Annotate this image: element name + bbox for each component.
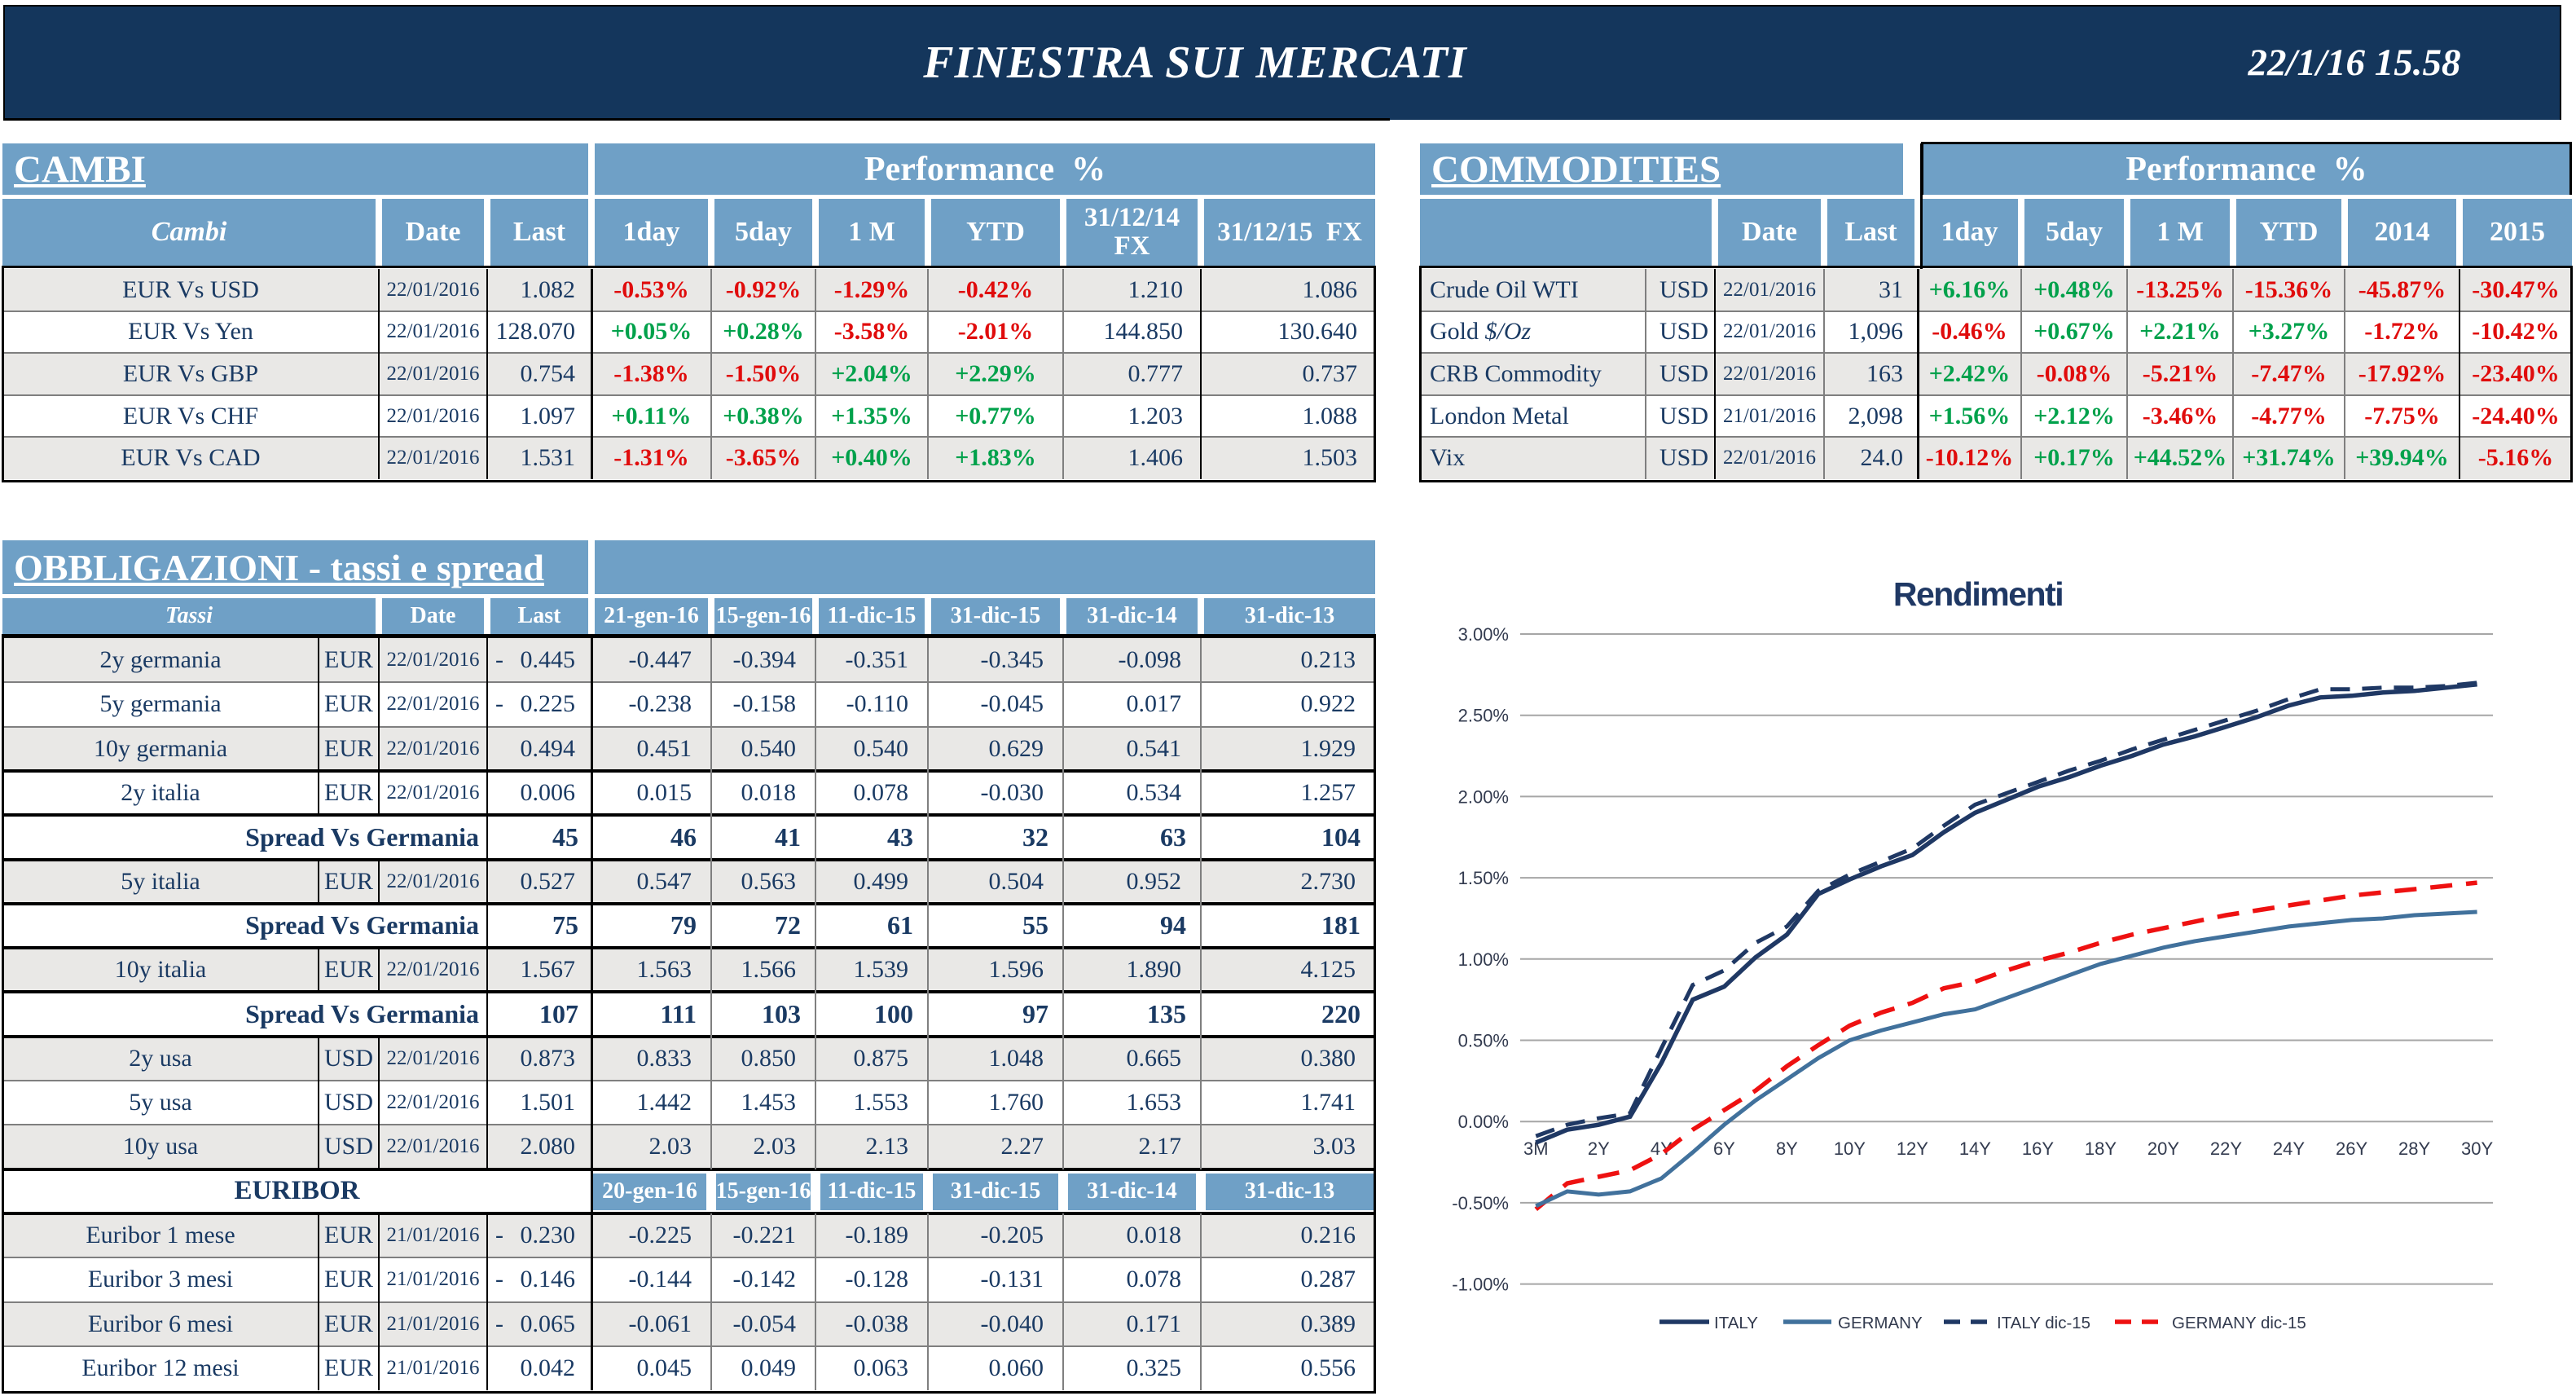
svg-text:1.50%: 1.50% <box>1458 868 1509 888</box>
svg-text:24Y: 24Y <box>2273 1138 2305 1159</box>
svg-text:14Y: 14Y <box>1959 1138 1991 1159</box>
svg-text:2.50%: 2.50% <box>1458 706 1509 726</box>
svg-text:ITALY: ITALY <box>1714 1314 1758 1332</box>
svg-text:Rendimenti: Rendimenti <box>1893 575 2063 613</box>
svg-text:2.00%: 2.00% <box>1458 786 1509 807</box>
svg-text:-0.50%: -0.50% <box>1452 1193 1509 1213</box>
svg-text:2Y: 2Y <box>1588 1138 1610 1159</box>
svg-text:10Y: 10Y <box>1834 1138 1866 1159</box>
svg-text:3.00%: 3.00% <box>1458 624 1509 645</box>
svg-text:30Y: 30Y <box>2461 1138 2493 1159</box>
svg-text:22Y: 22Y <box>2210 1138 2242 1159</box>
svg-text:28Y: 28Y <box>2398 1138 2430 1159</box>
svg-text:6Y: 6Y <box>1713 1138 1735 1159</box>
svg-text:16Y: 16Y <box>2022 1138 2054 1159</box>
svg-text:GERMANY: GERMANY <box>1838 1314 1923 1332</box>
svg-text:-1.00%: -1.00% <box>1452 1275 1509 1295</box>
svg-text:GERMANY dic-15: GERMANY dic-15 <box>2172 1314 2306 1332</box>
svg-text:18Y: 18Y <box>2085 1138 2117 1159</box>
svg-text:0.00%: 0.00% <box>1458 1112 1509 1132</box>
svg-text:8Y: 8Y <box>1776 1138 1798 1159</box>
svg-text:1.00%: 1.00% <box>1458 949 1509 970</box>
svg-text:26Y: 26Y <box>2336 1138 2367 1159</box>
svg-text:0.50%: 0.50% <box>1458 1031 1509 1051</box>
svg-text:12Y: 12Y <box>1897 1138 1928 1159</box>
svg-text:20Y: 20Y <box>2147 1138 2179 1159</box>
svg-text:ITALY dic-15: ITALY dic-15 <box>1997 1314 2090 1332</box>
